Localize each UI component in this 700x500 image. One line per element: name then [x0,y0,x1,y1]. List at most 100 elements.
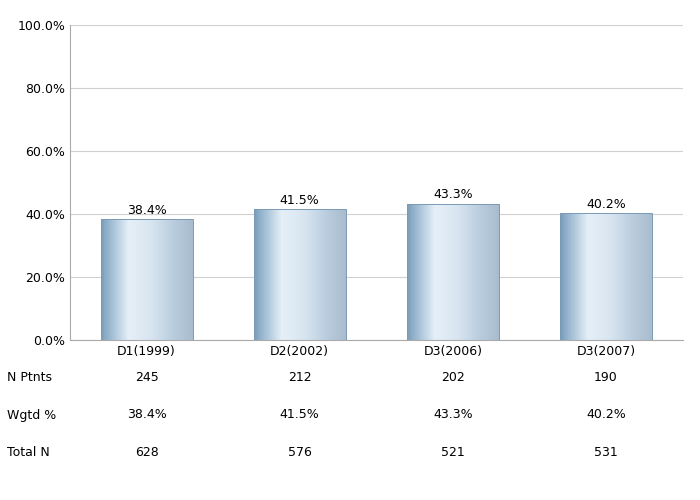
Bar [266,210,267,340]
Bar [489,204,490,340]
Bar [635,214,636,340]
Bar [467,204,468,340]
Bar [288,210,289,340]
Bar [129,219,130,340]
Bar [608,214,609,340]
Bar [338,210,339,340]
Bar [599,214,600,340]
Bar [280,210,281,340]
Bar [343,210,344,340]
Bar [119,219,120,340]
Bar [603,214,604,340]
Bar [181,219,182,340]
Bar [188,219,189,340]
Bar [497,204,498,340]
Bar [317,210,318,340]
Bar [125,219,126,340]
Bar [151,219,152,340]
Bar [591,214,592,340]
Bar [342,210,343,340]
Bar [118,219,119,340]
Bar [562,214,563,340]
Bar [649,214,650,340]
Bar [470,204,471,340]
Bar [117,219,118,340]
Bar [339,210,340,340]
Bar [416,204,418,340]
Bar [144,219,145,340]
Bar [309,210,310,340]
Bar [486,204,487,340]
Bar [184,219,185,340]
Bar [494,204,495,340]
Bar [150,219,151,340]
Bar [590,214,591,340]
Bar [420,204,421,340]
Bar [602,214,603,340]
Bar [341,210,342,340]
Bar [158,219,159,340]
Text: 531: 531 [594,446,618,459]
Bar [607,214,608,340]
Bar [145,219,146,340]
Bar [307,210,308,340]
Text: Wgtd %: Wgtd % [7,408,56,422]
Bar [162,219,163,340]
Bar [305,210,306,340]
Bar [480,204,481,340]
Bar [190,219,191,340]
Bar [293,210,294,340]
Bar [438,204,439,340]
Bar [146,219,147,340]
Bar [650,214,651,340]
Bar [315,210,316,340]
Bar [283,210,284,340]
Bar [473,204,475,340]
Bar [634,214,635,340]
Bar [157,219,158,340]
Bar [124,219,125,340]
Bar [644,214,645,340]
Bar [103,219,104,340]
Bar [434,204,435,340]
Bar [304,210,305,340]
Bar [101,219,192,340]
Bar [448,204,449,340]
Bar [101,219,102,340]
Bar [128,219,129,340]
Bar [631,214,632,340]
Bar [439,204,440,340]
Bar [290,210,291,340]
Bar [298,210,299,340]
Bar [154,219,155,340]
Bar [584,214,585,340]
Bar [328,210,329,340]
Bar [163,219,164,340]
Bar [148,219,149,340]
Bar [595,214,596,340]
Bar [428,204,429,340]
Bar [643,214,644,340]
Bar [279,210,280,340]
Bar [611,214,612,340]
Bar [614,214,615,340]
Bar [442,204,443,340]
Bar [651,214,652,340]
Bar [560,214,561,340]
Bar [464,204,465,340]
Bar [263,210,264,340]
Bar [170,219,171,340]
Bar [340,210,341,340]
Bar [616,214,617,340]
Bar [626,214,627,340]
Bar [111,219,112,340]
Bar [481,204,482,340]
Bar [160,219,161,340]
Bar [329,210,330,340]
Bar [598,214,599,340]
Bar [113,219,114,340]
Bar [323,210,324,340]
Bar [469,204,470,340]
Bar [134,219,135,340]
Bar [471,204,472,340]
